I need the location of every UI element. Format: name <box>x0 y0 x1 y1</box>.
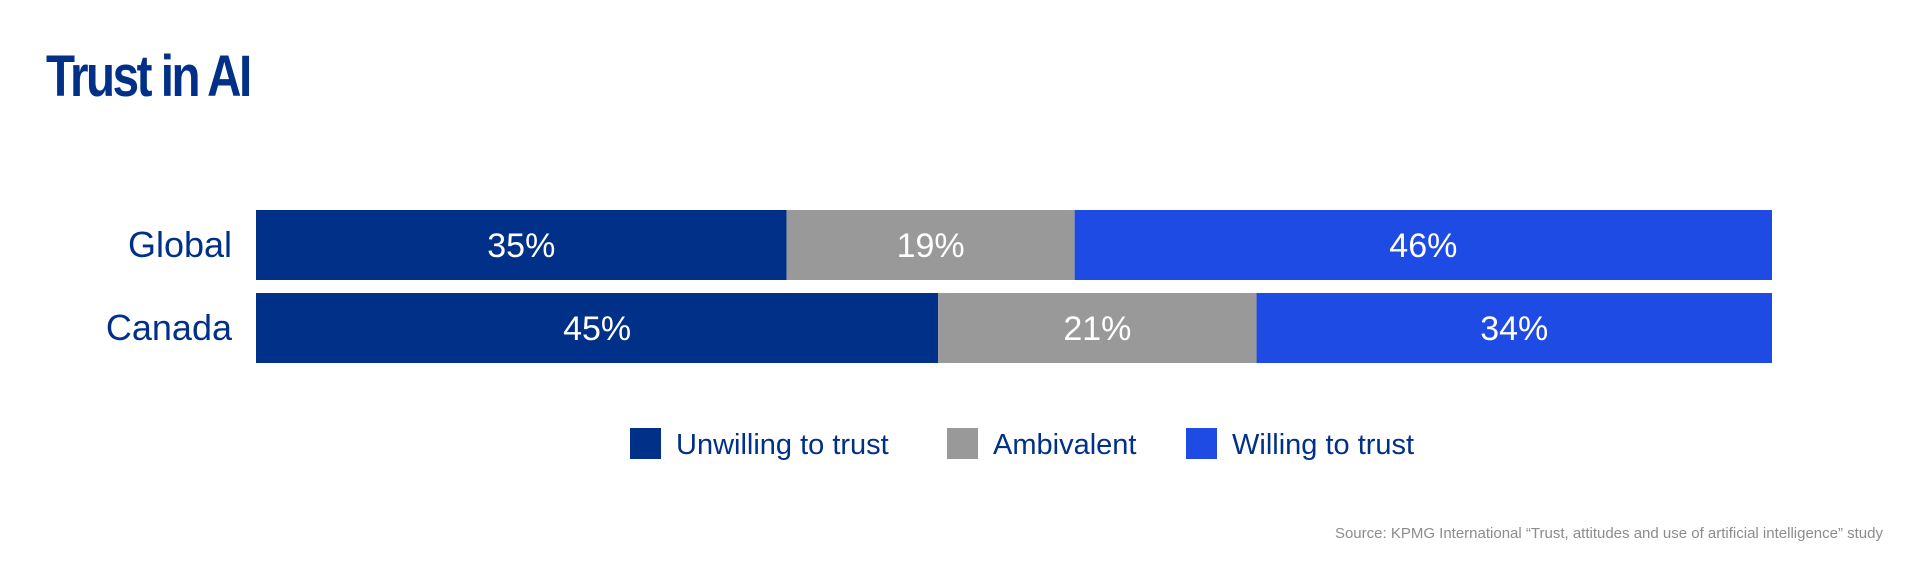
bar-segment-global-unwilling-to-trust <box>256 210 787 280</box>
legend-item-willing-to-trust: Willing to trust <box>1186 428 1414 461</box>
bar-segment-canada-ambivalent <box>938 293 1257 363</box>
legend-swatch-willing-to-trust <box>1186 428 1217 459</box>
legend-label-ambivalent: Ambivalent <box>993 429 1136 461</box>
legend-label-unwilling-to-trust: Unwilling to trust <box>676 429 889 461</box>
legend-item-unwilling-to-trust: Unwilling to trust <box>630 428 889 461</box>
data-label-canada-ambivalent: 21% <box>1063 310 1131 348</box>
legend-swatch-ambivalent <box>947 428 978 459</box>
chart-legend: Unwilling to trust Ambivalent Willing to t… <box>630 428 1414 461</box>
bar-row-canada: Canada 45% 21% 34% <box>106 293 1772 363</box>
data-label-global-ambivalent: 19% <box>897 227 965 265</box>
data-label-global-unwilling-to-trust: 35% <box>487 227 555 265</box>
legend-label-willing-to-trust: Willing to trust <box>1232 429 1414 461</box>
bar-row-global: Global 35% 19% 46% <box>128 210 1772 280</box>
legend-item-ambivalent: Ambivalent <box>947 428 1136 461</box>
data-label-canada-willing-to-trust: 34% <box>1480 310 1548 348</box>
category-label-global: Global <box>128 224 232 265</box>
category-label-canada: Canada <box>106 307 233 348</box>
bar-segment-canada-unwilling-to-trust <box>256 293 939 363</box>
data-label-global-willing-to-trust: 46% <box>1389 227 1457 265</box>
legend-swatch-unwilling-to-trust <box>630 428 661 459</box>
bar-segment-global-willing-to-trust <box>1074 210 1772 280</box>
source-note: Source: KPMG International “Trust, attit… <box>1334 525 1883 542</box>
data-label-canada-unwilling-to-trust: 45% <box>563 310 631 348</box>
bar-segment-global-ambivalent <box>786 210 1075 280</box>
chart-rows: Global 35% 19% 46% Canada 45% 21% 34% <box>106 210 1772 363</box>
page-title: Trust in AI <box>46 44 252 109</box>
bar-segment-canada-willing-to-trust <box>1256 293 1772 363</box>
